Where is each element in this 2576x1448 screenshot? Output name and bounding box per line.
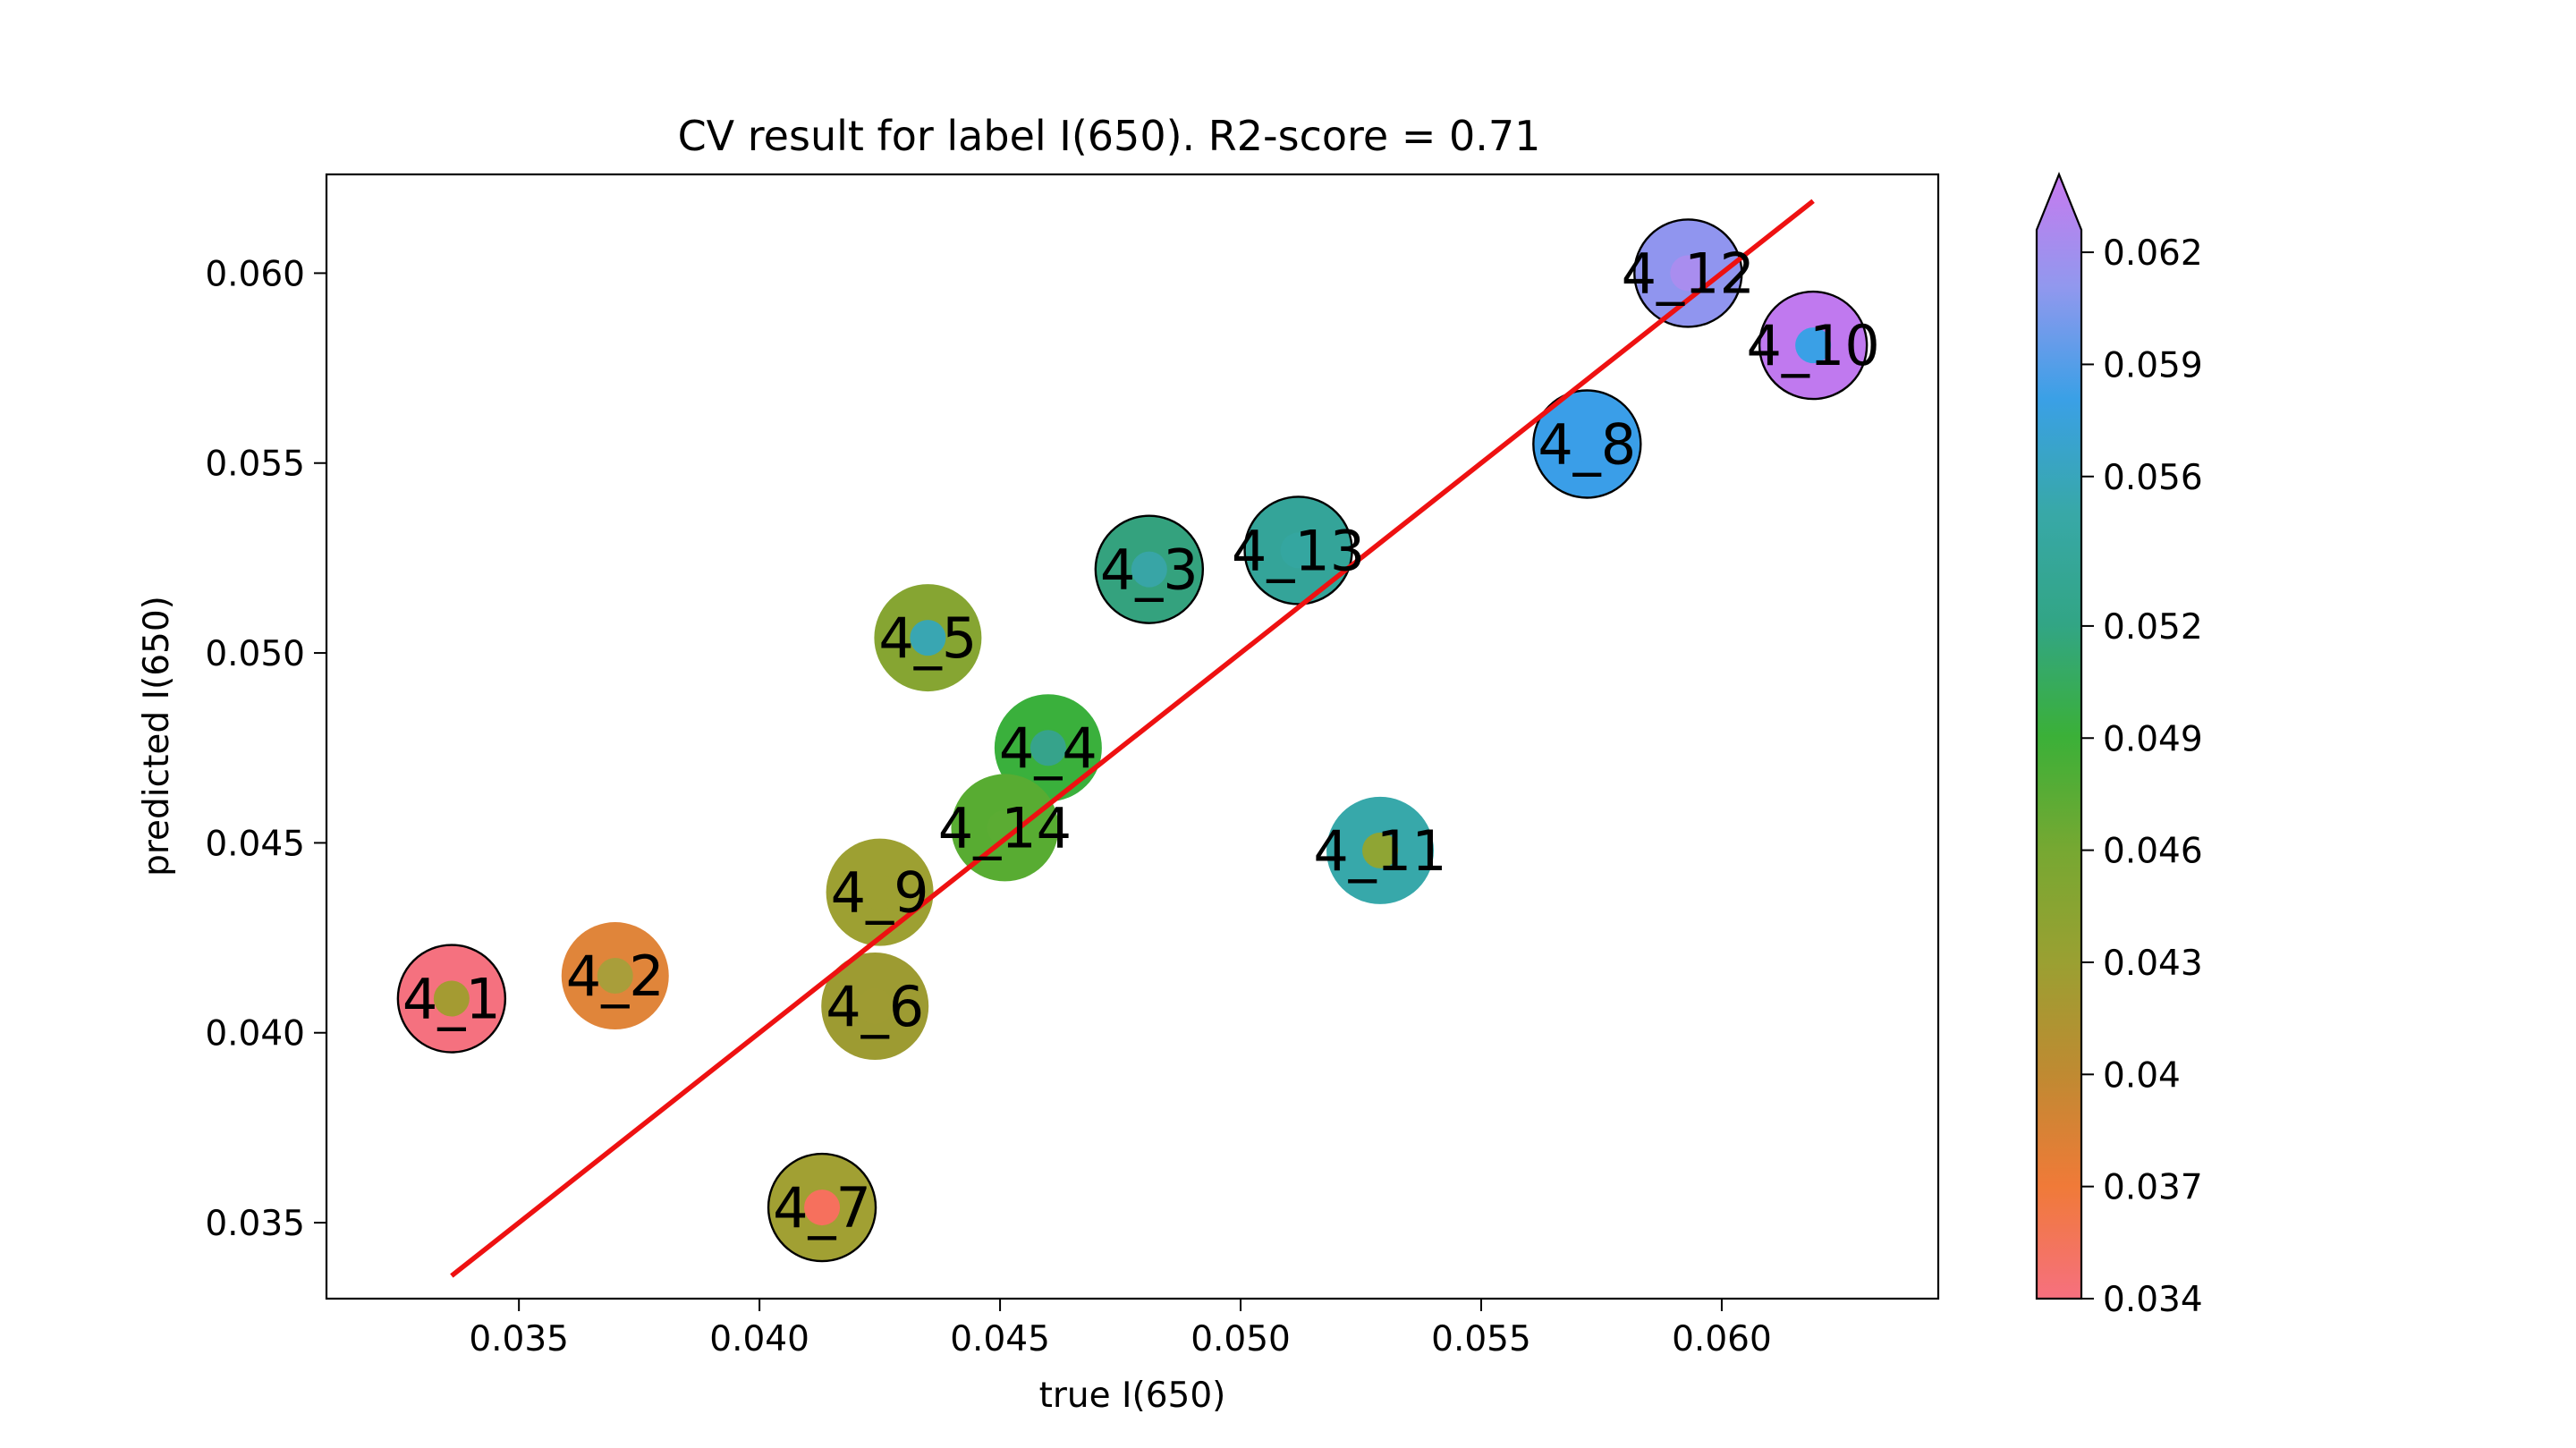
x-tick-label: 0.045 xyxy=(950,1319,1050,1359)
y-tick-label: 0.035 xyxy=(205,1204,305,1244)
point-label: 4_3 xyxy=(1100,538,1199,603)
point-inner-marker xyxy=(1280,532,1317,569)
point-inner-marker xyxy=(857,988,894,1025)
point-label: 4_13 xyxy=(1232,518,1365,583)
point-label: 4_2 xyxy=(566,944,665,1009)
point-label: 4_11 xyxy=(1313,818,1446,884)
point-label: 4_7 xyxy=(773,1175,871,1241)
point-inner-marker xyxy=(1362,832,1399,868)
data-point xyxy=(1326,796,1435,904)
fit-line xyxy=(450,199,1815,1278)
point-label: 4_12 xyxy=(1622,241,1755,306)
point-inner-marker xyxy=(861,874,898,910)
colorbar-tick-label: 0.034 xyxy=(2103,1280,2203,1320)
colorbar-tick-label: 0.052 xyxy=(2103,607,2203,648)
colorbar-tick-label: 0.062 xyxy=(2103,233,2203,274)
colorbar-tick-label: 0.059 xyxy=(2103,345,2203,385)
point-label: 4_10 xyxy=(1746,313,1879,378)
point-label: 4_14 xyxy=(938,795,1072,860)
x-tick-label: 0.040 xyxy=(709,1319,809,1359)
point-label: 4_8 xyxy=(1538,412,1636,478)
point-inner-marker xyxy=(804,1190,841,1226)
point-label: 4_6 xyxy=(826,974,924,1039)
data-point xyxy=(1532,389,1642,499)
data-point xyxy=(1758,290,1868,401)
x-tick-label: 0.050 xyxy=(1191,1319,1291,1359)
x-tick-label: 0.035 xyxy=(469,1319,569,1359)
colorbar-tick-label: 0.056 xyxy=(2103,458,2203,498)
colorbar-tick-label: 0.043 xyxy=(2103,944,2203,984)
data-point xyxy=(396,944,507,1054)
point-inner-marker xyxy=(987,809,1023,846)
plot-area: 4_1 4_2 4_3 4_4 4_5 4_6 4_7 4_8 4_9 4_10 4_11 4_12 4… xyxy=(396,199,1880,1278)
data-point xyxy=(1633,218,1743,328)
data-point xyxy=(1243,495,1353,605)
point-inner-marker xyxy=(433,980,470,1017)
y-tick-label: 0.045 xyxy=(205,824,305,864)
point-inner-marker xyxy=(910,620,946,656)
x-tick-label: 0.055 xyxy=(1431,1319,1531,1359)
x-axis-label: true I(650) xyxy=(1039,1376,1226,1416)
colorbar-tick-label: 0.04 xyxy=(2103,1055,2181,1096)
colorbar: 0.034 0.037 0.04 0.043 0.046 0.049 0.052 0.056 0… xyxy=(2035,172,2203,1320)
point-label: 4_5 xyxy=(878,605,977,671)
colorbar-tick-label: 0.046 xyxy=(2103,832,2203,872)
x-tick-label: 0.060 xyxy=(1672,1319,1772,1359)
colorbar-tick-label: 0.037 xyxy=(2103,1168,2203,1208)
point-label: 4_9 xyxy=(831,860,929,926)
data-point xyxy=(561,922,669,1030)
y-tick-label: 0.055 xyxy=(205,445,305,485)
y-axis: 0.035 0.040 0.045 0.050 0.055 0.060 xyxy=(205,254,326,1244)
data-point xyxy=(1094,514,1205,624)
colorbar-bar xyxy=(2035,172,2083,1300)
y-tick-label: 0.040 xyxy=(205,1014,305,1054)
point-inner-marker xyxy=(1131,551,1167,588)
chart-title: CV result for label I(650). R2-score = 0… xyxy=(678,112,1541,160)
point-label: 4_1 xyxy=(402,967,501,1032)
data-point xyxy=(821,953,929,1061)
point-inner-marker xyxy=(1030,730,1066,766)
point-inner-marker xyxy=(1569,426,1606,462)
data-point xyxy=(767,1152,877,1263)
plot-frame xyxy=(325,173,1940,1300)
data-point xyxy=(874,584,982,692)
y-tick-label: 0.060 xyxy=(205,254,305,294)
x-axis: 0.035 0.040 0.045 0.050 0.055 0.060 xyxy=(469,1299,1772,1359)
data-point xyxy=(951,774,1059,882)
y-tick-label: 0.050 xyxy=(205,634,305,674)
point-inner-marker xyxy=(1795,327,1832,364)
data-point xyxy=(994,694,1102,802)
point-label: 4_4 xyxy=(999,716,1097,781)
y-axis-label: predicted I(650) xyxy=(137,596,177,876)
colorbar-tick-label: 0.049 xyxy=(2103,719,2203,759)
point-inner-marker xyxy=(597,958,633,995)
point-inner-marker xyxy=(1670,255,1707,292)
